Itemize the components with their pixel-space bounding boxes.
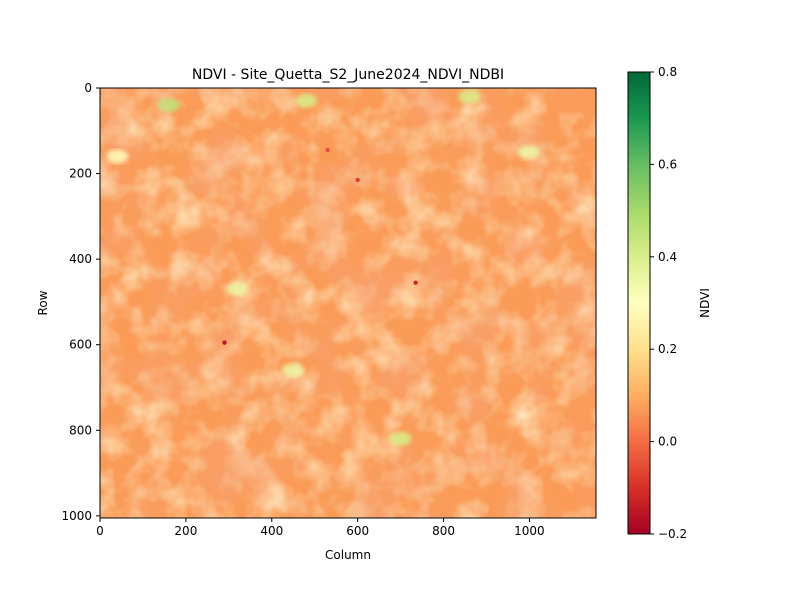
vegetation-patch (106, 149, 129, 164)
colorbar-gradient (628, 72, 650, 534)
colorbar-axis: −0.2 0.0 0.2 0.4 0.6 0.8 (650, 65, 687, 541)
vegetation-patch (157, 98, 180, 113)
vegetation-patch (295, 93, 318, 108)
heatmap-features (106, 89, 541, 446)
y-tick-label: 1000 (61, 509, 92, 523)
y-tick-label: 0 (84, 81, 92, 95)
low-ndvi-spot (355, 177, 360, 183)
plot-frame (99, 87, 597, 519)
y-axis: 0 200 400 600 800 1000 (61, 81, 100, 523)
y-axis-label: Row (36, 290, 50, 315)
y-tick-label: 600 (69, 338, 92, 352)
x-tick-label: 1000 (514, 524, 545, 538)
x-tick-label: 0 (96, 524, 104, 538)
x-axis: 0 200 400 600 800 1000 (96, 518, 545, 538)
vegetation-patch (389, 431, 412, 446)
heatmap-plot-area (100, 88, 596, 518)
colorbar-tick-label: 0.8 (658, 65, 677, 79)
x-axis-label: Column (325, 548, 371, 562)
x-tick-label: 800 (432, 524, 455, 538)
vegetation-patch (458, 89, 481, 104)
vegetation-patch (518, 145, 541, 160)
x-tick-label: 600 (346, 524, 369, 538)
low-ndvi-spot (222, 340, 227, 345)
colorbar-frame (627, 71, 651, 535)
y-tick-label: 800 (69, 423, 92, 437)
colorbar-tick-label: 0.6 (658, 157, 677, 171)
low-ndvi-spot (325, 147, 330, 153)
low-ndvi-spot (413, 280, 418, 285)
heatmap-texture-dark (100, 88, 596, 518)
vegetation-patch (226, 282, 249, 297)
chart-title: NDVI - Site_Quetta_S2_June2024_NDVI_NDBI (192, 67, 504, 83)
colorbar-label: NDVI (698, 288, 712, 318)
colorbar-tick-label: 0.4 (658, 250, 677, 264)
colorbar-tick-label: 0.0 (658, 435, 677, 449)
colorbar-tick-label: 0.2 (658, 342, 677, 356)
x-tick-label: 200 (174, 524, 197, 538)
vegetation-patch (282, 363, 305, 378)
x-tick-label: 400 (260, 524, 283, 538)
y-tick-label: 200 (69, 167, 92, 181)
colorbar-tick-label: −0.2 (658, 527, 687, 541)
y-tick-label: 400 (69, 252, 92, 266)
